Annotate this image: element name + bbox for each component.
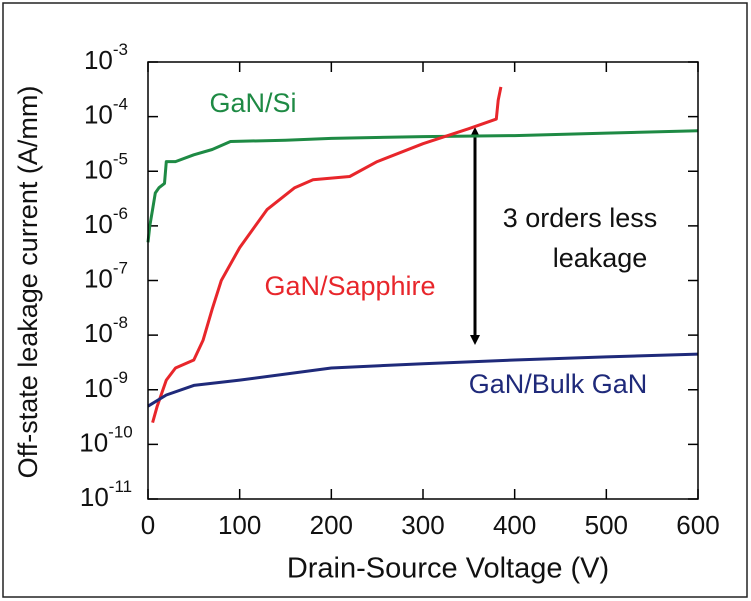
annotation: 3 orders less [503, 203, 658, 233]
y-tick-label: 10-4 [84, 95, 128, 129]
y-tick-base: 10 [84, 263, 113, 293]
y-tick-exponent: -6 [113, 204, 128, 223]
x-tick-label: 200 [310, 510, 353, 540]
y-tick-label: 10-7 [84, 259, 128, 293]
annotation: leakage [553, 243, 648, 273]
y-tick-exponent: -5 [113, 150, 128, 169]
y-tick-label: 10-3 [84, 40, 128, 74]
series-line [146, 129, 699, 243]
y-tick-base: 10 [84, 373, 113, 403]
y-tick-exponent: -9 [113, 368, 128, 387]
x-tick-label: 500 [585, 510, 628, 540]
y-tick-label: 10-11 [80, 477, 132, 511]
y-tick-label: 10-10 [79, 423, 133, 457]
y-tick-base: 10 [79, 427, 108, 457]
y-tick-exponent: -8 [113, 314, 128, 333]
x-axis-label: Drain-Source Voltage (V) [287, 553, 609, 585]
y-axis-label: Off-state leakage current (A/mm) [13, 86, 43, 479]
series-line [147, 352, 699, 408]
y-tick-base: 10 [84, 209, 113, 239]
y-tick-exponent: -11 [109, 477, 132, 496]
x-tick-label: 400 [493, 510, 536, 540]
y-tick-label: 10-8 [84, 314, 128, 348]
plot-border [147, 61, 699, 500]
y-tick-exponent: -4 [113, 95, 128, 114]
x-tick-label: 100 [218, 510, 261, 540]
y-tick-base: 10 [84, 45, 113, 75]
y-tick-label: 10-9 [84, 368, 128, 402]
y-tick-exponent: -3 [113, 40, 128, 59]
y-tick-exponent: -10 [108, 423, 133, 442]
x-tick-label: 0 [141, 510, 155, 540]
y-tick-base: 10 [84, 100, 113, 130]
series-label: GaN/Si [209, 88, 296, 118]
y-tick-label: 10-6 [84, 204, 128, 238]
y-tick-exponent: -7 [113, 259, 128, 278]
series-label: GaN/Bulk GaN [469, 369, 648, 399]
series-label: GaN/Sapphire [264, 271, 435, 301]
series-line [151, 86, 503, 424]
x-tick-label: 300 [401, 510, 444, 540]
y-tick-base: 10 [84, 318, 113, 348]
y-tick-label: 10-5 [84, 150, 128, 184]
y-tick-base: 10 [84, 154, 113, 184]
x-tick-label: 600 [676, 510, 719, 540]
y-tick-base: 10 [80, 482, 109, 512]
